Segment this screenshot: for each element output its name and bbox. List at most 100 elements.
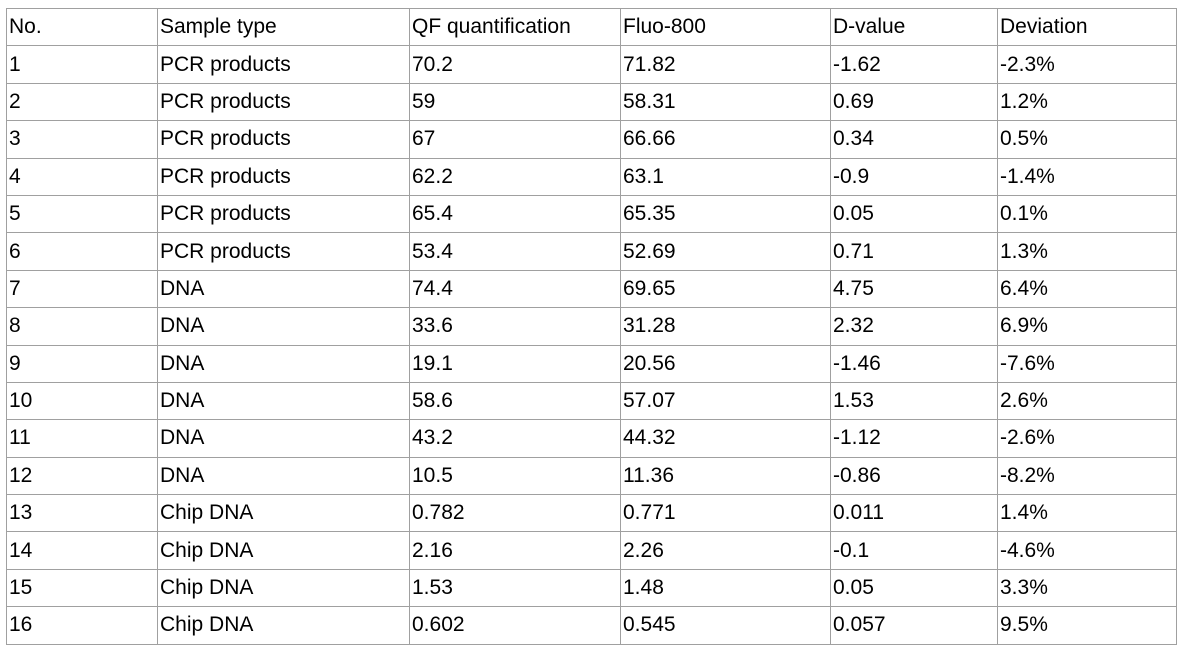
table-row: 10 DNA 58.6 57.07 1.53 2.6%: [6, 381, 1177, 421]
table-row: 14 Chip DNA 2.16 2.26 -0.1 -4.6%: [6, 531, 1177, 570]
table-cell: 9.5%: [997, 606, 1177, 645]
table-cell: 0.34: [830, 120, 998, 159]
table-cell: 1.53: [409, 568, 621, 608]
table-cell: 0.782: [409, 494, 621, 533]
table-cell: -8.2%: [997, 456, 1177, 496]
table-cell: -1.12: [830, 419, 998, 458]
table-cell: -2.6%: [997, 419, 1177, 458]
table-row: 12 DNA 10.5 11.36 -0.86 -8.2%: [6, 456, 1177, 496]
table-cell: 43.2: [409, 419, 621, 458]
table-cell: PCR products: [157, 120, 410, 159]
table-cell: 10: [6, 381, 158, 421]
table-cell: -0.9: [830, 157, 998, 196]
table-cell: 4.75: [830, 269, 998, 309]
table-cell: 0.057: [830, 606, 998, 645]
table-cell: 1.2%: [997, 82, 1177, 122]
table-cell: 5: [6, 194, 158, 234]
table-cell: PCR products: [157, 82, 410, 122]
table-cell: 0.011: [830, 494, 998, 533]
table-cell: 16: [6, 606, 158, 645]
table-cell: 2.16: [409, 531, 621, 570]
header-cell: Deviation: [997, 7, 1177, 47]
table-cell: PCR products: [157, 45, 410, 84]
data-table: No. Sample type QF quantification Fluo-800 D…: [6, 7, 1177, 645]
table-cell: 3.3%: [997, 568, 1177, 608]
table-cell: -1.4%: [997, 157, 1177, 196]
table-cell: Chip DNA: [157, 531, 410, 570]
table-cell: 0.05: [830, 568, 998, 608]
table-cell: 2.32: [830, 307, 998, 346]
table-row: 5 PCR products 65.4 65.35 0.05 0.1%: [6, 194, 1177, 234]
table-cell: 15: [6, 568, 158, 608]
table-cell: 13: [6, 494, 158, 533]
table-body: No. Sample type QF quantification Fluo-800 D…: [6, 7, 1177, 645]
table-cell: 9: [6, 344, 158, 383]
header-cell: Fluo-800: [620, 7, 831, 47]
table-cell: 6: [6, 232, 158, 271]
table-cell: 11.36: [620, 456, 831, 496]
table-cell: DNA: [157, 381, 410, 421]
table-cell: -7.6%: [997, 344, 1177, 383]
table-cell: 58.31: [620, 82, 831, 122]
table-cell: 66.66: [620, 120, 831, 159]
table-cell: 65.35: [620, 194, 831, 234]
table-cell: 53.4: [409, 232, 621, 271]
table-cell: 58.6: [409, 381, 621, 421]
table-cell: -1.46: [830, 344, 998, 383]
table-cell: PCR products: [157, 157, 410, 196]
table-cell: 1.3%: [997, 232, 1177, 271]
table-cell: 31.28: [620, 307, 831, 346]
table-cell: 33.6: [409, 307, 621, 346]
table-cell: 69.65: [620, 269, 831, 309]
table-cell: 3: [6, 120, 158, 159]
table-row: 3 PCR products 67 66.66 0.34 0.5%: [6, 120, 1177, 159]
table-cell: 12: [6, 456, 158, 496]
table-cell: 0.69: [830, 82, 998, 122]
table-cell: 74.4: [409, 269, 621, 309]
table-cell: 20.56: [620, 344, 831, 383]
table-cell: 70.2: [409, 45, 621, 84]
table-cell: 0.05: [830, 194, 998, 234]
table-cell: -1.62: [830, 45, 998, 84]
header-row: No. Sample type QF quantification Fluo-800 D…: [6, 7, 1177, 47]
table-cell: DNA: [157, 269, 410, 309]
table-row: 15 Chip DNA 1.53 1.48 0.05 3.3%: [6, 568, 1177, 608]
table-row: 9 DNA 19.1 20.56 -1.46 -7.6%: [6, 344, 1177, 383]
table-cell: PCR products: [157, 232, 410, 271]
table-row: 13 Chip DNA 0.782 0.771 0.011 1.4%: [6, 494, 1177, 533]
table-cell: 11: [6, 419, 158, 458]
table-cell: 1.4%: [997, 494, 1177, 533]
table-cell: 4: [6, 157, 158, 196]
table-cell: 1: [6, 45, 158, 84]
table-cell: Chip DNA: [157, 568, 410, 608]
table-cell: DNA: [157, 344, 410, 383]
table-cell: 8: [6, 307, 158, 346]
table-row: 16 Chip DNA 0.602 0.545 0.057 9.5%: [6, 606, 1177, 645]
table-cell: Chip DNA: [157, 494, 410, 533]
table-cell: 63.1: [620, 157, 831, 196]
table-cell: 2.6%: [997, 381, 1177, 421]
table-cell: Chip DNA: [157, 606, 410, 645]
table-cell: 0.5%: [997, 120, 1177, 159]
table-row: 8 DNA 33.6 31.28 2.32 6.9%: [6, 307, 1177, 346]
table-row: 11 DNA 43.2 44.32 -1.12 -2.6%: [6, 419, 1177, 458]
table-cell: 0.1%: [997, 194, 1177, 234]
table-cell: PCR products: [157, 194, 410, 234]
table-cell: -0.1: [830, 531, 998, 570]
header-cell: D-value: [830, 7, 998, 47]
table-row: 4 PCR products 62.2 63.1 -0.9 -1.4%: [6, 157, 1177, 196]
table-cell: 0.771: [620, 494, 831, 533]
header-cell: Sample type: [157, 7, 410, 47]
table-cell: 1.48: [620, 568, 831, 608]
table-cell: 2.26: [620, 531, 831, 570]
table-row: 2 PCR products 59 58.31 0.69 1.2%: [6, 82, 1177, 122]
table-row: 6 PCR products 53.4 52.69 0.71 1.3%: [6, 232, 1177, 271]
table-cell: 71.82: [620, 45, 831, 84]
table-cell: -2.3%: [997, 45, 1177, 84]
table-cell: 7: [6, 269, 158, 309]
header-cell: QF quantification: [409, 7, 621, 47]
table-cell: 0.71: [830, 232, 998, 271]
table-cell: 1.53: [830, 381, 998, 421]
table-cell: -4.6%: [997, 531, 1177, 570]
